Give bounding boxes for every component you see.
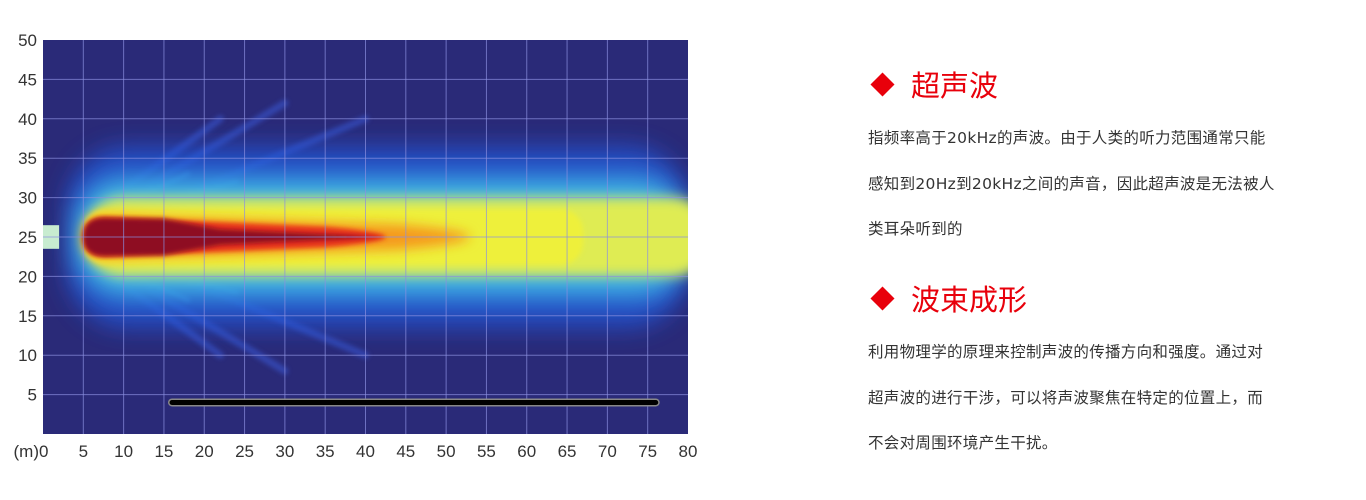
x-tick-label: 75 (638, 442, 657, 461)
body-line: 感知到20Hz到20kHz之间的声音，因此超声波是无法被人 (868, 174, 1275, 193)
x-tick-label: 60 (517, 442, 536, 461)
section-title: 波束成形 (911, 283, 1028, 317)
section-heading: 波束成形 (868, 278, 1348, 318)
y-tick-label: 20 (18, 267, 37, 286)
y-tick-label: 35 (18, 149, 37, 168)
y-tick-label: 50 (18, 31, 37, 50)
section-title: 超声波 (911, 69, 999, 103)
x-tick-label: 80 (679, 442, 698, 461)
y-tick-label: 25 (18, 228, 37, 247)
x-tick-label: 30 (275, 442, 294, 461)
x-tick-label: 15 (154, 442, 173, 461)
x-tick-label: 45 (396, 442, 415, 461)
section-heading: 超声波 (868, 64, 1348, 104)
x-tick-label: 50 (437, 442, 456, 461)
body-line: 超声波的进行干涉，可以将声波聚焦在特定的位置上，而 (868, 388, 1264, 407)
x-tick-label: 10 (114, 442, 133, 461)
section-body: 利用物理学的原理来控制声波的传播方向和强度。通过对 超声波的进行干涉，可以将声波… (868, 330, 1348, 467)
x-tick-label: 5 (79, 442, 88, 461)
body-line: 类耳朵听到的 (868, 220, 963, 238)
section-beamforming: 波束成形 利用物理学的原理来控制声波的传播方向和强度。通过对 超声波的进行干涉，… (868, 278, 1348, 467)
x-tick-label: 55 (477, 442, 496, 461)
x-tick-label: 0 (39, 442, 48, 461)
x-tick-label: 65 (558, 442, 577, 461)
diamond-bullet-icon (870, 285, 895, 311)
y-tick-label: 15 (18, 307, 37, 326)
y-tick-label: 5 (28, 386, 37, 405)
x-unit-label: (m) (14, 442, 39, 461)
x-tick-label: 25 (235, 442, 254, 461)
section-ultrasound: 超声波 指频率高于20kHz的声波。由于人类的听力范围通常只能 感知到20Hz到… (868, 64, 1348, 253)
diamond-bullet-icon (870, 71, 895, 97)
y-tick-label: 10 (18, 346, 37, 365)
x-tick-label: 70 (598, 442, 617, 461)
y-tick-label: 40 (18, 110, 37, 129)
x-tick-label: 40 (356, 442, 375, 461)
sound-field-heatmap: 0 5 10 15 20 25 30 35 40 45 50 55 60 65 70 75 80 (m) 5 10 15… (14, 31, 698, 461)
x-tick-label: 35 (316, 442, 335, 461)
y-tick-label: 45 (18, 70, 37, 89)
body-line: 不会对周围环境产生干扰。 (868, 434, 1058, 452)
body-line: 指频率高于20kHz的声波。由于人类的听力范围通常只能 (868, 129, 1266, 147)
x-tick-label: 20 (195, 442, 214, 461)
body-line: 利用物理学的原理来控制声波的传播方向和强度。通过对 (868, 343, 1264, 361)
y-tick-label: 30 (18, 189, 37, 208)
section-body: 指频率高于20kHz的声波。由于人类的听力范围通常只能 感知到20Hz到20kH… (868, 116, 1348, 253)
